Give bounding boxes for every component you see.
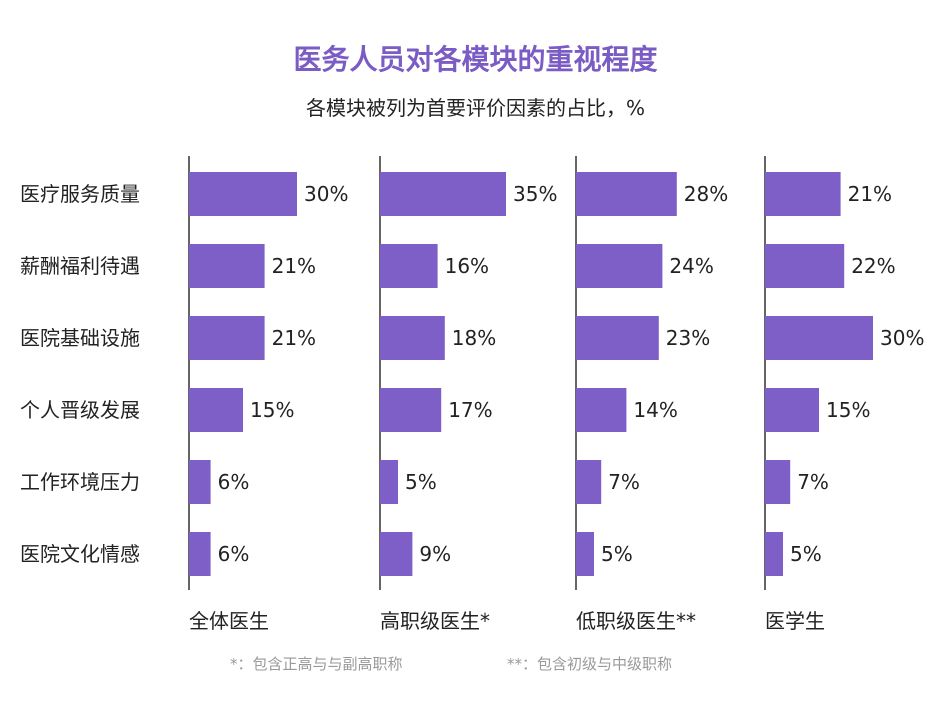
category-label: 医院文化情感 [20, 542, 140, 566]
data-label: 30% [880, 326, 924, 350]
panel: 35% 16% 18% 17% 5% 9% 高职级医生* [379, 156, 557, 633]
data-label: 15% [826, 398, 870, 422]
panel-label: 低职级医生** [576, 609, 696, 633]
data-label: 17% [448, 398, 492, 422]
data-label: 6% [218, 542, 250, 566]
panel-label: 高职级医生* [380, 609, 490, 633]
panel: 30% 21% 21% 15% 6% 6% 全体医生 [188, 156, 348, 633]
panel-label: 医学生 [765, 609, 825, 633]
bar [380, 532, 413, 576]
bar [189, 460, 211, 504]
bar [576, 316, 659, 360]
bar [380, 172, 506, 216]
bar [576, 172, 677, 216]
bar [189, 532, 211, 576]
bar [576, 460, 602, 504]
bar [380, 316, 445, 360]
footnote-1: *：包含正高与与副高职称 [230, 655, 403, 673]
bar [380, 244, 438, 288]
bar [765, 388, 819, 432]
data-label: 30% [304, 182, 348, 206]
bar [380, 460, 398, 504]
data-label: 18% [452, 326, 496, 350]
bar [576, 388, 627, 432]
data-label: 35% [513, 182, 557, 206]
bar [576, 532, 594, 576]
bar [576, 244, 663, 288]
data-label: 5% [405, 470, 437, 494]
panel-label: 全体医生 [189, 609, 269, 633]
data-label: 14% [633, 398, 677, 422]
data-label: 6% [218, 470, 250, 494]
data-label: 7% [797, 470, 829, 494]
bar [765, 532, 783, 576]
category-label: 工作环境压力 [20, 470, 140, 494]
panel: 21% 22% 30% 15% 7% 5% 医学生 [764, 156, 924, 633]
data-label: 28% [684, 182, 728, 206]
category-label: 个人晋级发展 [20, 398, 140, 422]
data-label: 23% [666, 326, 710, 350]
data-label: 5% [790, 542, 822, 566]
data-label: 7% [608, 470, 640, 494]
bar [189, 388, 243, 432]
bar [189, 244, 265, 288]
data-label: 21% [272, 326, 316, 350]
bar [765, 244, 845, 288]
bar [189, 172, 297, 216]
chart-title: 医务人员对各模块的重视程度 [293, 43, 658, 76]
data-label: 16% [445, 254, 489, 278]
panel: 28% 24% 23% 14% 7% 5% 低职级医生** [575, 156, 728, 633]
data-label: 21% [272, 254, 316, 278]
data-label: 9% [419, 542, 451, 566]
chart-subtitle: 各模块被列为首要评价因素的占比，% [305, 96, 645, 120]
bar [189, 316, 265, 360]
data-label: 21% [848, 182, 892, 206]
data-label: 24% [669, 254, 713, 278]
chart-panels: 30% 21% 21% 15% 6% 6% 全体医生 35% 16% 18% 17% 5% 9% 高职级医… [188, 156, 924, 633]
bar [765, 172, 841, 216]
category-label: 薪酬福利待遇 [20, 254, 140, 278]
category-label: 医院基础设施 [20, 326, 140, 350]
footnote-2: **：包含初级与中级职称 [507, 655, 672, 673]
data-label: 5% [601, 542, 633, 566]
data-label: 15% [250, 398, 294, 422]
bar [765, 316, 873, 360]
bar [765, 460, 791, 504]
bar [380, 388, 442, 432]
category-label: 医疗服务质量 [20, 182, 140, 206]
data-label: 22% [851, 254, 895, 278]
